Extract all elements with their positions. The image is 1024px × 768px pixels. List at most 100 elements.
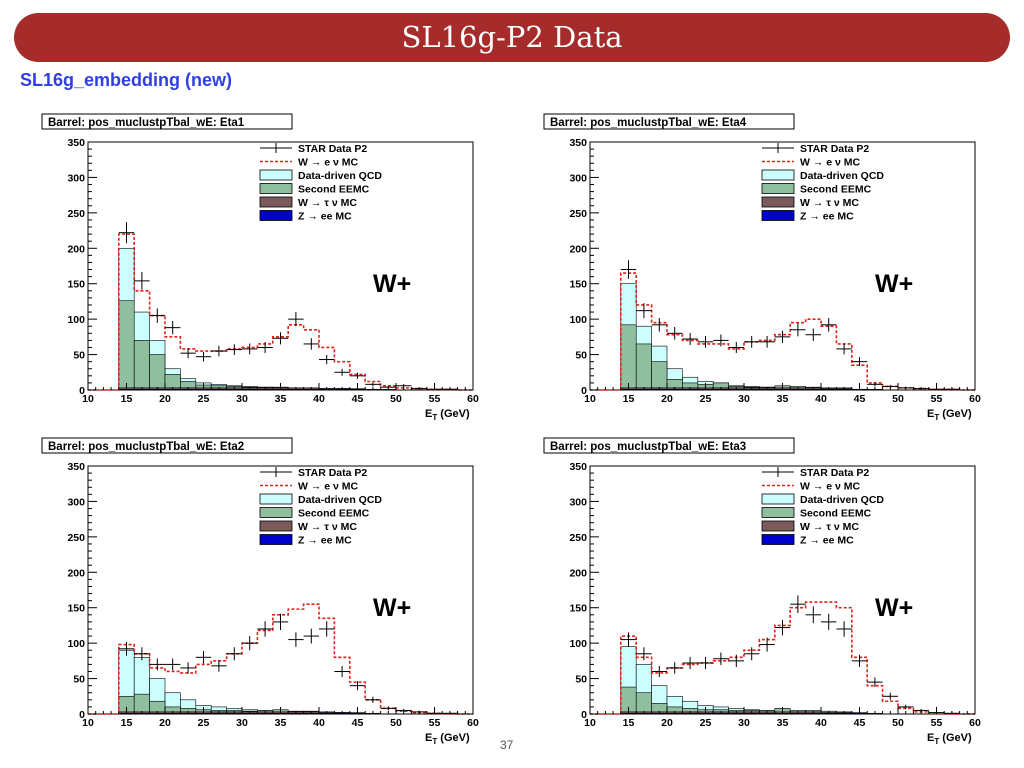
- legend-label: STAR Data P2: [800, 467, 869, 479]
- bar-eemc: [118, 300, 135, 391]
- y-tick-label: 250: [67, 532, 85, 544]
- legend-label: W → τ ν MC: [800, 197, 859, 209]
- chart-title: Barrel: pos_muclustpTbal_wE: Eta3: [550, 441, 746, 453]
- legend-swatch: [761, 183, 795, 194]
- slide-title: SL16g-P2 Data: [401, 20, 623, 54]
- legend-label: Z → ee MC: [298, 211, 352, 223]
- x-tick-label: 30: [738, 717, 750, 729]
- legend-swatch: [259, 210, 293, 221]
- x-tick-label: 50: [892, 717, 904, 729]
- x-tick-label: 20: [159, 717, 171, 729]
- x-tick-label: 50: [390, 393, 402, 405]
- x-tick-label: 10: [584, 717, 596, 729]
- chart-title-box: [41, 437, 293, 454]
- legend-label: Second EEMC: [298, 184, 370, 196]
- slide-subtitle: SL16g_embedding (new): [20, 70, 233, 90]
- legend-label: Second EEMC: [800, 508, 872, 520]
- page-number: 37: [500, 738, 514, 752]
- x-tick-label: 35: [275, 393, 287, 405]
- y-tick-label: 0: [79, 385, 85, 397]
- x-tick-label: 55: [931, 393, 943, 405]
- y-tick-label: 250: [67, 208, 85, 220]
- x-tick-label: 40: [313, 717, 325, 729]
- x-tick-label: 10: [82, 717, 94, 729]
- chart-title: Barrel: pos_muclustpTbal_wE: Eta1: [48, 117, 245, 129]
- legend-label: Data-driven QCD: [298, 170, 382, 182]
- legend-swatch: [259, 507, 293, 518]
- legend-label: Data-driven QCD: [800, 170, 884, 182]
- y-tick-label: 250: [569, 532, 587, 544]
- x-tick-label: 60: [467, 717, 479, 729]
- y-tick-label: 100: [569, 638, 587, 650]
- bar-eemc: [620, 324, 637, 391]
- y-tick-label: 150: [67, 603, 85, 615]
- legend-swatch: [761, 210, 795, 221]
- line-w-enu-mc: [88, 603, 473, 715]
- x-tick-label: 40: [815, 717, 827, 729]
- chart-panel-eta3: Barrel: pos_muclustpTbal_wE: Eta3 10 15 20 2…: [543, 437, 981, 746]
- x-tick-label: 45: [854, 717, 866, 729]
- x-tick-label: 35: [275, 717, 287, 729]
- legend-swatch: [761, 169, 795, 181]
- slide-title-banner: SL16g-P2 Data: [14, 13, 1010, 62]
- x-tick-label: 15: [121, 393, 133, 405]
- x-tick-label: 40: [313, 393, 325, 405]
- legend-label: W → τ ν MC: [298, 197, 357, 209]
- legend-swatch: [761, 493, 795, 505]
- x-tick-label: 25: [700, 393, 712, 405]
- annotation-w-plus: W+: [875, 270, 913, 298]
- legend-swatch: [259, 183, 293, 194]
- annotation-w-plus: W+: [373, 270, 411, 298]
- y-tick-label: 150: [569, 279, 587, 291]
- x-tick-label: 10: [82, 393, 94, 405]
- bar-eemc: [651, 361, 668, 391]
- y-tick-label: 250: [569, 208, 587, 220]
- x-tick-label: 50: [390, 717, 402, 729]
- legend-label: Z → ee MC: [298, 535, 352, 547]
- legend-swatch: [761, 534, 795, 545]
- x-tick-label: 30: [236, 393, 248, 405]
- chart-title-box: [543, 437, 795, 454]
- legend-swatch: [259, 534, 293, 545]
- x-tick-label: 55: [931, 717, 943, 729]
- y-tick-label: 200: [67, 243, 85, 255]
- x-tick-label: 30: [236, 717, 248, 729]
- legend-swatch: [259, 196, 293, 208]
- y-tick-label: 50: [73, 674, 85, 686]
- x-tick-label: 55: [429, 717, 441, 729]
- y-tick-label: 350: [67, 137, 85, 149]
- legend-label: W → e ν MC: [800, 481, 861, 493]
- y-tick-label: 0: [79, 709, 85, 721]
- chart-title-box: [543, 113, 795, 130]
- x-tick-label: 45: [352, 393, 364, 405]
- x-tick-label: 45: [854, 393, 866, 405]
- annotation-w-plus: W+: [373, 594, 411, 622]
- x-tick-label: 15: [623, 393, 635, 405]
- legend-swatch: [761, 196, 795, 208]
- legend-swatch: [259, 169, 293, 181]
- y-tick-label: 200: [569, 567, 587, 579]
- y-tick-label: 100: [569, 314, 587, 326]
- legend-label: Z → ee MC: [800, 211, 854, 223]
- y-tick-label: 350: [67, 461, 85, 473]
- x-tick-label: 35: [777, 393, 789, 405]
- y-tick-label: 350: [569, 137, 587, 149]
- chart-title: Barrel: pos_muclustpTbal_wE: Eta4: [550, 117, 747, 129]
- legend-label: W → e ν MC: [800, 157, 861, 169]
- x-tick-label: 25: [700, 717, 712, 729]
- x-tick-label: 60: [969, 393, 981, 405]
- legend-label: Data-driven QCD: [800, 494, 884, 506]
- legend-swatch: [259, 493, 293, 505]
- x-axis-label: ET (GeV): [425, 732, 470, 746]
- bar-eemc: [149, 354, 166, 391]
- legend-label: Second EEMC: [800, 184, 872, 196]
- y-tick-label: 150: [67, 279, 85, 291]
- y-tick-label: 300: [67, 496, 85, 508]
- x-axis-label: ET (GeV): [425, 408, 470, 422]
- x-tick-label: 20: [661, 393, 673, 405]
- chart-panel-eta2: Barrel: pos_muclustpTbal_wE: Eta2 10 15 20 2…: [41, 437, 479, 746]
- y-tick-label: 50: [73, 350, 85, 362]
- legend-label: W → τ ν MC: [298, 521, 357, 533]
- x-tick-label: 60: [467, 393, 479, 405]
- y-tick-label: 100: [67, 314, 85, 326]
